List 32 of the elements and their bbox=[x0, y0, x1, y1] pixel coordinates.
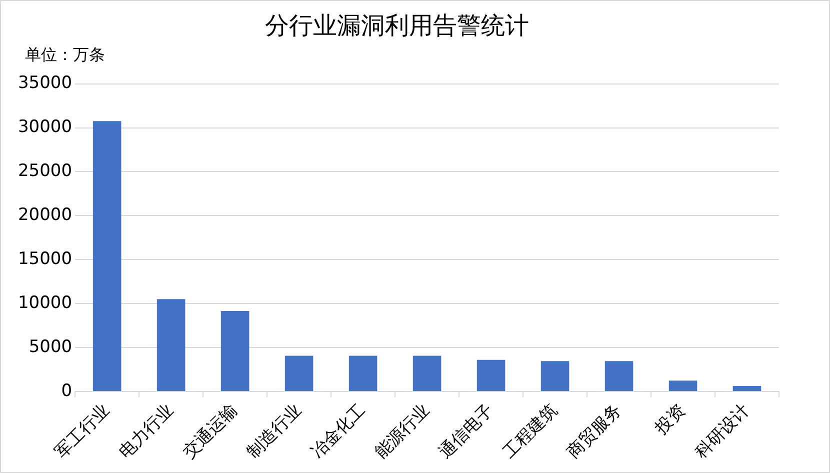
bar bbox=[732, 386, 762, 391]
x-tick-label: 投资 bbox=[650, 400, 690, 440]
bar bbox=[604, 361, 634, 391]
bar bbox=[540, 361, 570, 391]
x-tick-label: 电力行业 bbox=[116, 400, 178, 462]
bar bbox=[92, 121, 122, 391]
y-tick-label: 5000 bbox=[28, 336, 72, 357]
x-tick-label: 交通运输 bbox=[180, 400, 242, 462]
y-tick-label: 30000 bbox=[18, 117, 72, 138]
x-tick-label: 冶金化工 bbox=[307, 400, 370, 462]
chart-title: 分行业漏洞利用告警统计 bbox=[265, 12, 529, 40]
bar bbox=[476, 360, 506, 391]
x-tick-label: 能源行业 bbox=[371, 400, 434, 462]
bar bbox=[412, 356, 442, 391]
y-tick-label: 15000 bbox=[18, 249, 72, 270]
x-tick-label: 制造行业 bbox=[243, 400, 306, 462]
bar bbox=[220, 311, 250, 391]
x-tick-label: 商贸服务 bbox=[563, 400, 626, 462]
y-tick-label: 0 bbox=[61, 380, 72, 401]
x-tick-label: 军工行业 bbox=[52, 400, 114, 462]
bar bbox=[668, 380, 698, 391]
y-tick-label: 25000 bbox=[18, 161, 72, 182]
x-tick-label: 通信电子 bbox=[435, 400, 498, 462]
x-tick-label: 工程建筑 bbox=[499, 400, 562, 462]
bar bbox=[348, 356, 378, 391]
y-tick-label: 20000 bbox=[18, 205, 72, 226]
y-tick-label: 35000 bbox=[18, 73, 72, 94]
bar bbox=[156, 299, 186, 391]
bar bbox=[284, 356, 314, 391]
text: 单位：万条 bbox=[25, 45, 105, 66]
x-tick-label: 科研设计 bbox=[691, 400, 754, 462]
y-tick-label: 10000 bbox=[18, 293, 72, 313]
